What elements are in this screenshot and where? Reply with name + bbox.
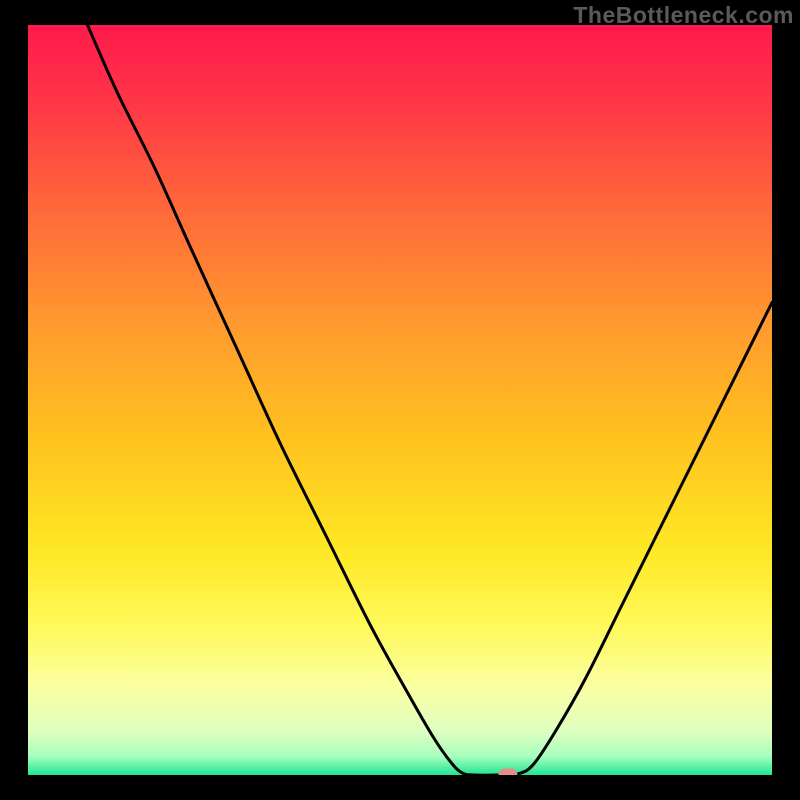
watermark-text: TheBottleneck.com [573, 2, 794, 29]
chart-frame: TheBottleneck.com [0, 0, 800, 800]
gradient-chart [0, 0, 800, 800]
